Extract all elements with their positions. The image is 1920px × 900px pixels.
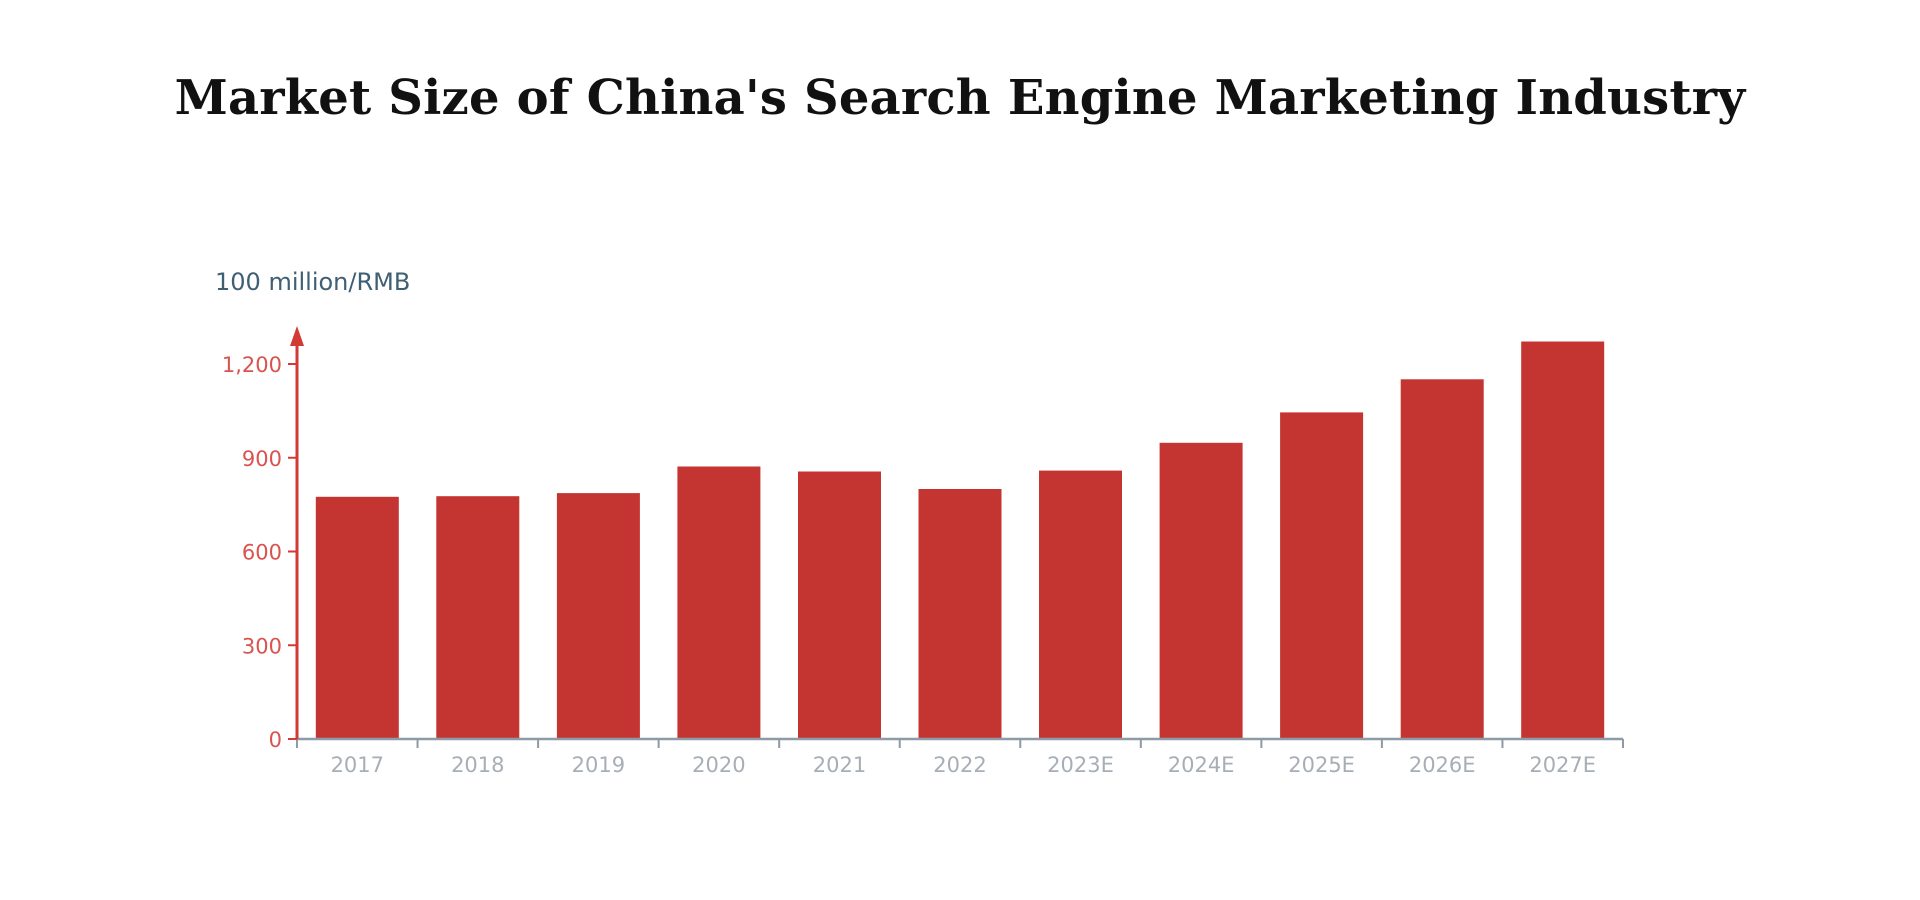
x-tick-label: 2027E xyxy=(1529,753,1596,777)
bar-2022 xyxy=(918,489,1002,739)
x-tick-label: 2023E xyxy=(1047,753,1114,777)
y-axis-arrow-icon xyxy=(290,326,304,346)
bar-2026E xyxy=(1400,379,1484,739)
bar-2023E xyxy=(1039,470,1122,739)
x-tick-label: 2017 xyxy=(331,753,384,777)
x-tick-label: 2018 xyxy=(451,753,504,777)
x-tick-label: 2019 xyxy=(572,753,625,777)
y-tick-label: 300 xyxy=(242,634,282,658)
x-tick-label: 2025E xyxy=(1288,753,1355,777)
y-tick-label: 600 xyxy=(242,541,282,565)
bar-2025E xyxy=(1280,412,1364,739)
bar-2018 xyxy=(436,496,520,739)
x-tick-label: 2022 xyxy=(933,753,986,777)
x-tick-label: 2026E xyxy=(1409,753,1476,777)
x-tick-label: 2020 xyxy=(692,753,745,777)
bar-2017 xyxy=(315,496,399,739)
y-tick-label: 0 xyxy=(269,728,282,752)
bar-2020 xyxy=(677,466,761,739)
x-tick-label: 2024E xyxy=(1168,753,1235,777)
bar-2021 xyxy=(798,471,881,739)
y-axis-unit-label: 100 million/RMB xyxy=(215,268,411,296)
y-tick-label: 900 xyxy=(242,447,282,471)
y-tick-label: 1,200 xyxy=(222,353,282,377)
chart-title: Market Size of China's Search Engine Mar… xyxy=(174,70,1746,126)
bar-2024E xyxy=(1159,442,1243,740)
bar-2027E xyxy=(1521,341,1605,739)
bar-2019 xyxy=(556,493,640,739)
x-tick-label: 2021 xyxy=(813,753,866,777)
